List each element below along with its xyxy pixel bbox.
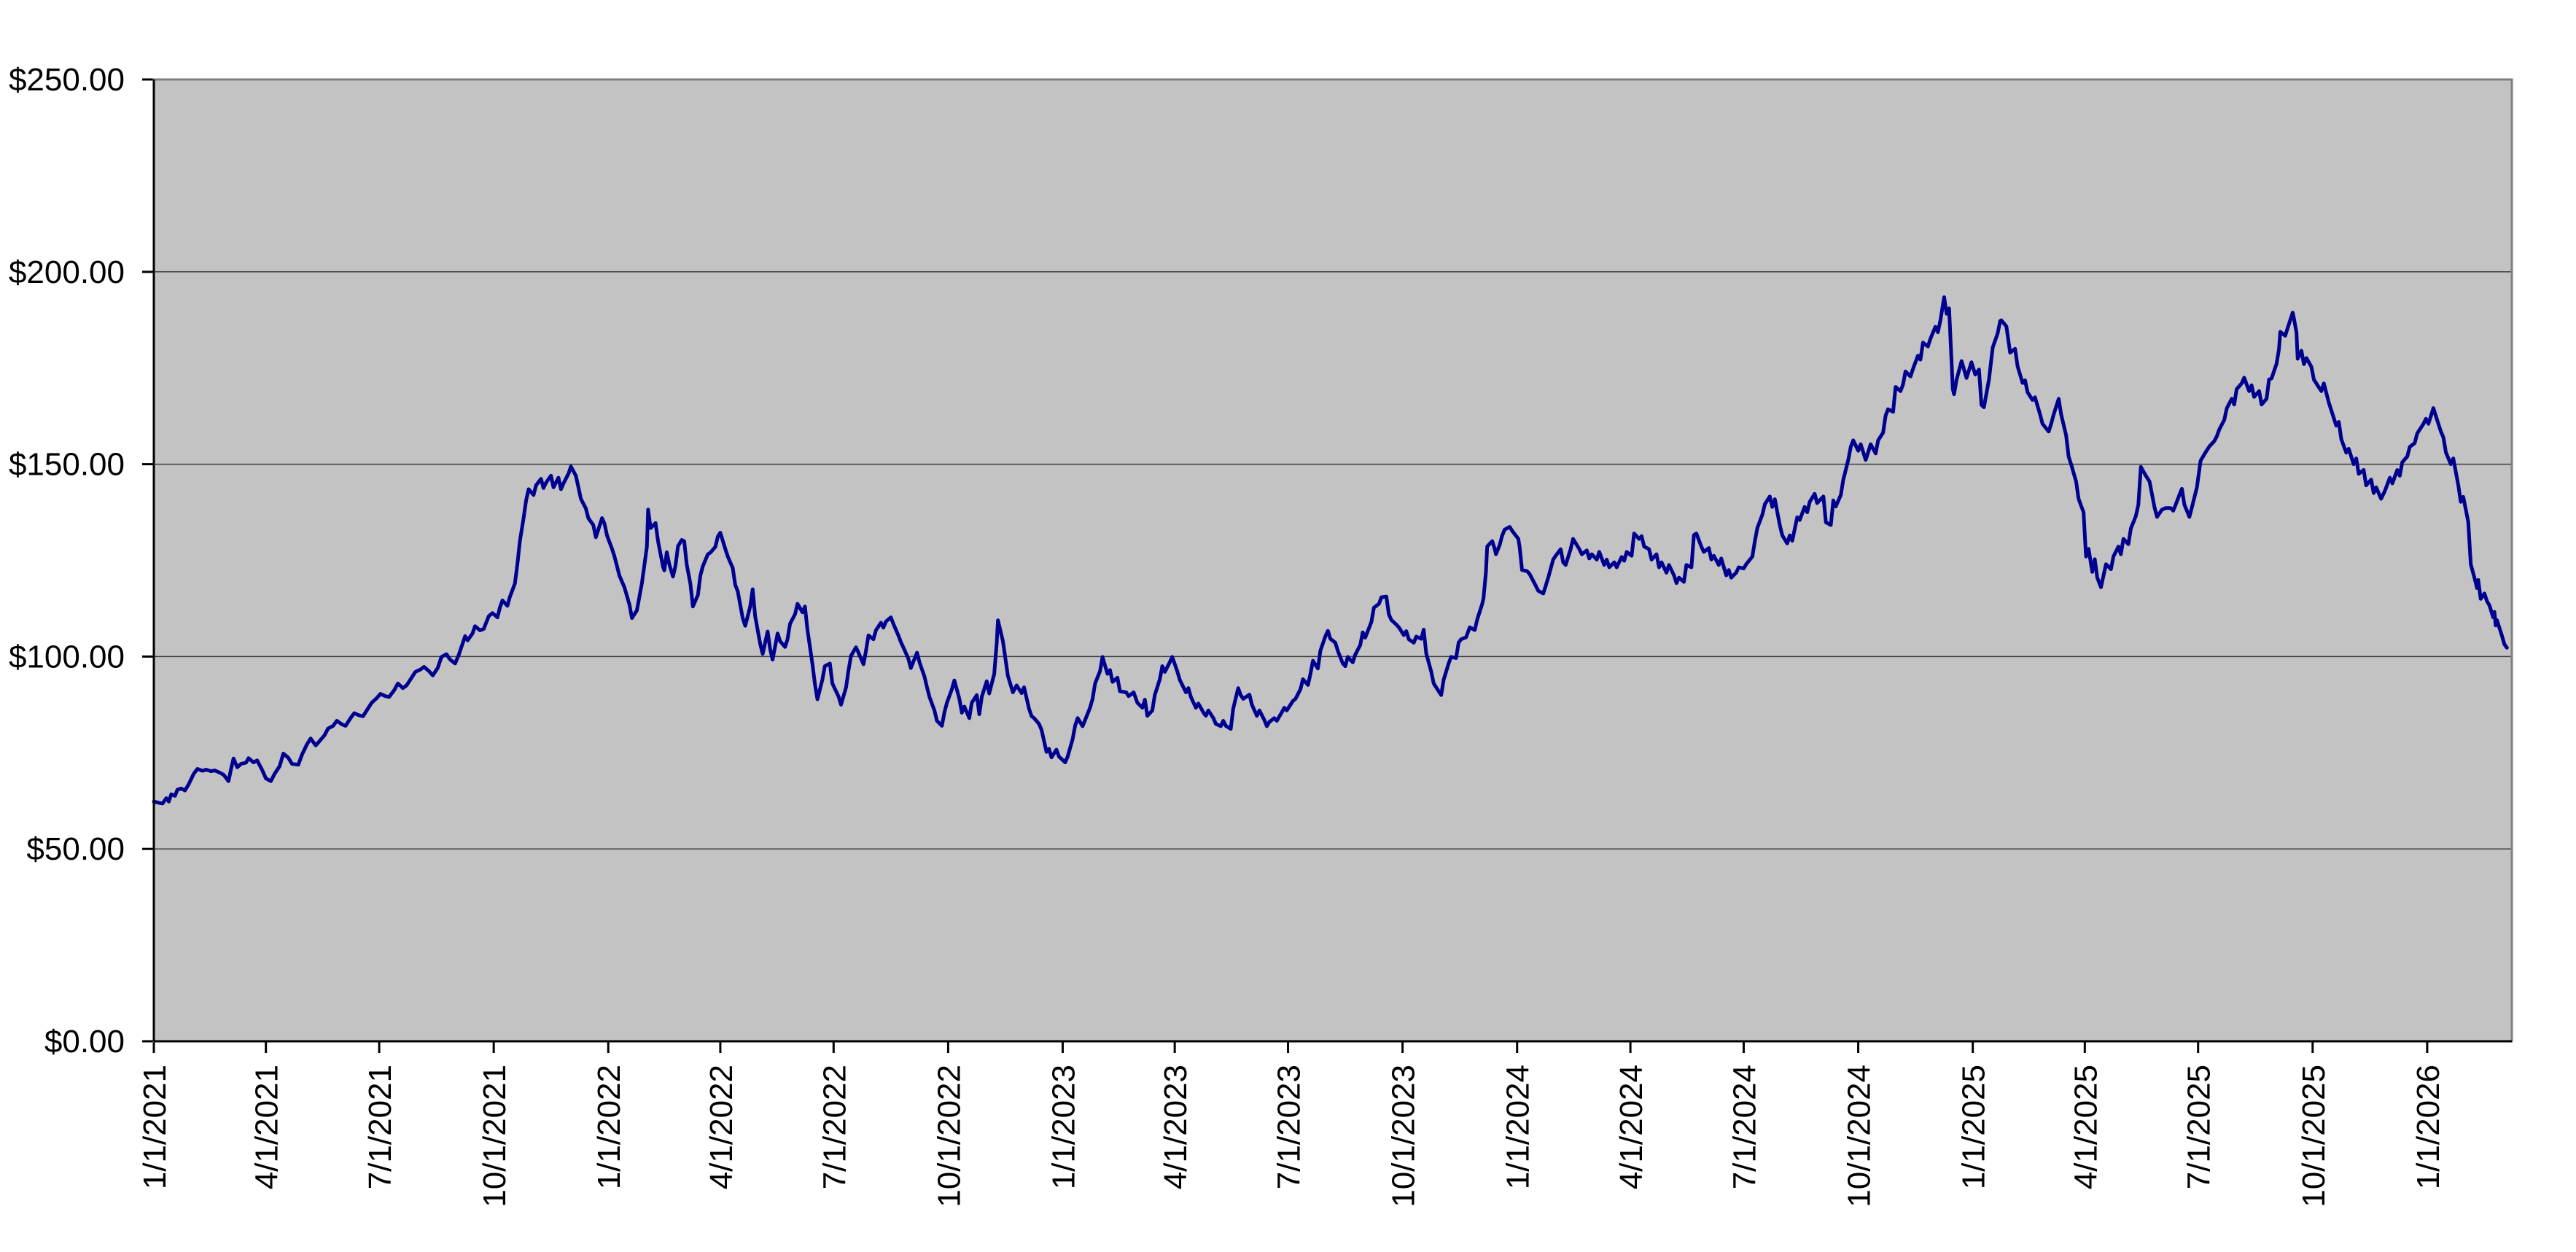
- x-tick-label: 1/1/2021: [137, 1065, 173, 1189]
- x-tick-label: 1/1/2022: [591, 1065, 627, 1189]
- x-tick-label: 1/1/2024: [1501, 1065, 1536, 1189]
- x-axis-labels: 1/1/2021 4/1/2021 7/1/2021 10/1/2021 1/1/202…: [137, 1065, 2446, 1208]
- x-tick-label: 7/1/2022: [817, 1065, 852, 1189]
- x-tick-label: 4/1/2024: [1614, 1065, 1649, 1189]
- y-tick-label: $0.00: [44, 1024, 125, 1059]
- x-tick-label: 10/1/2023: [1386, 1065, 1422, 1208]
- y-tick-label: $150.00: [9, 447, 125, 483]
- x-tick-label: 4/1/2023: [1158, 1065, 1194, 1189]
- axis-ticks: [142, 78, 2429, 1053]
- x-tick-label: 10/1/2024: [1842, 1065, 1877, 1208]
- y-axis-labels: $0.00 $50.00 $100.00 $150.00 $200.00 $250.00: [9, 62, 125, 1059]
- x-tick-label: 10/1/2025: [2296, 1065, 2332, 1208]
- gridlines: [154, 271, 2512, 849]
- x-tick-label: 4/1/2022: [704, 1065, 739, 1189]
- y-tick-label: $50.00: [26, 831, 125, 867]
- x-tick-label: 10/1/2022: [931, 1065, 967, 1208]
- plot-area: [154, 79, 2512, 1041]
- x-tick-label: 4/1/2021: [249, 1065, 285, 1189]
- x-tick-label: 7/1/2025: [2182, 1065, 2217, 1189]
- x-tick-label: 7/1/2024: [1727, 1065, 1762, 1189]
- price-line: [152, 295, 2509, 806]
- y-tick-label: $200.00: [9, 254, 125, 290]
- x-tick-label: 7/1/2023: [1272, 1065, 1307, 1189]
- x-tick-label: 1/1/2023: [1046, 1065, 1081, 1189]
- x-tick-label: 10/1/2021: [477, 1065, 513, 1208]
- x-tick-label: 1/1/2026: [2410, 1065, 2446, 1189]
- y-tick-label: $250.00: [9, 62, 125, 98]
- x-tick-label: 4/1/2025: [2068, 1065, 2104, 1189]
- x-tick-label: 1/1/2025: [1956, 1065, 1992, 1189]
- x-tick-label: 7/1/2021: [362, 1065, 398, 1189]
- y-tick-label: $100.00: [9, 639, 125, 674]
